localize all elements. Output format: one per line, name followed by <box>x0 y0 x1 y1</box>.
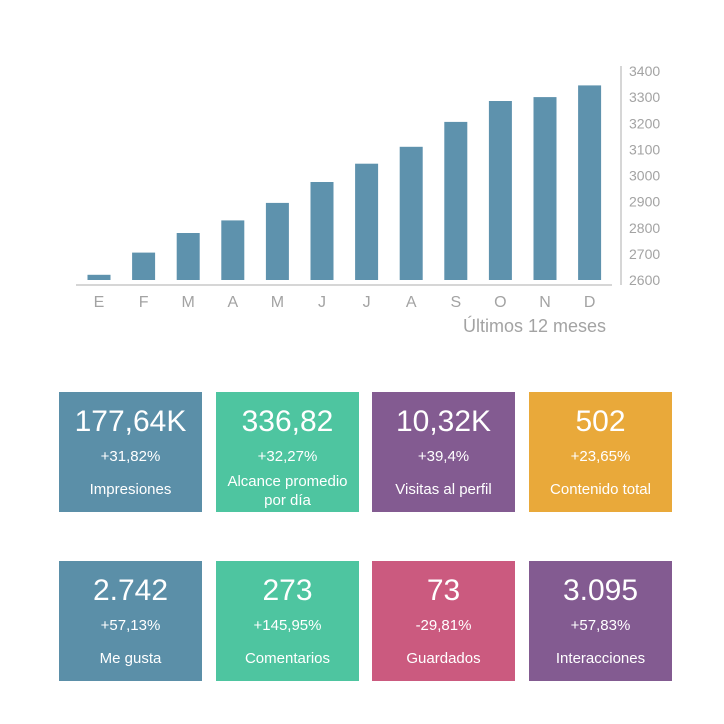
x-tick-label: M <box>271 294 284 311</box>
bars-group <box>87 85 602 281</box>
x-tick-label: F <box>139 294 149 311</box>
bar-6 <box>355 163 379 280</box>
metric-card-me-gusta: 2.742 +57,13% Me gusta <box>59 561 202 681</box>
bar-2 <box>176 233 200 280</box>
bar-9 <box>488 101 512 280</box>
y-tick-label: 3300 <box>629 89 660 105</box>
y-tick-label: 2600 <box>629 272 660 288</box>
metric-value: 3.095 <box>562 574 639 607</box>
x-tick-label: N <box>539 294 551 311</box>
metric-change: +145,95% <box>253 617 322 634</box>
metric-card-guardados: 73 -29,81% Guardados <box>372 561 515 681</box>
bar-4 <box>265 202 289 280</box>
x-tick-label: J <box>363 294 371 311</box>
bar-8 <box>444 121 468 281</box>
x-tick-label: J <box>318 294 326 311</box>
metric-card-contenido: 502 +23,65% Contenido total <box>529 392 672 512</box>
y-tick-label: 2700 <box>629 246 660 262</box>
metric-value: 2.742 <box>92 574 169 607</box>
metric-label: Impresiones <box>89 481 172 498</box>
metric-change: +57,83% <box>570 617 631 634</box>
bar-10 <box>533 97 557 280</box>
y-tick-label: 2800 <box>629 220 660 236</box>
x-axis-title: Últimos 12 meses <box>463 315 606 336</box>
bar-11 <box>578 85 602 281</box>
bar-5 <box>310 182 334 280</box>
metric-change: -29,81% <box>415 617 472 634</box>
metric-card-impresiones: 177,64K +31,82% Impresiones <box>59 392 202 512</box>
metric-label: Visitas al perfil <box>395 481 492 498</box>
x-tick-label: A <box>406 294 417 311</box>
metric-change: +32,27% <box>257 448 318 465</box>
x-tick-label: D <box>584 294 596 311</box>
metric-change: +57,13% <box>100 617 161 634</box>
x-tick-label: E <box>94 294 105 311</box>
metric-label: Interacciones <box>555 650 646 667</box>
metric-label: Alcance promedio por día <box>227 473 348 509</box>
metric-card-alcance: 336,82 +32,27% Alcance promedio por día <box>216 392 359 512</box>
y-tick-label: 3100 <box>629 141 660 157</box>
x-tick-label: S <box>450 294 461 311</box>
metric-card-comentarios: 273 +145,95% Comentarios <box>216 561 359 681</box>
metric-value: 73 <box>426 574 461 607</box>
metric-change: +31,82% <box>100 448 161 465</box>
bar-1 <box>132 252 156 280</box>
bar-7 <box>399 146 423 280</box>
metric-change: +23,65% <box>570 448 631 465</box>
metric-label: Comentarios <box>244 650 331 667</box>
bar-3 <box>221 220 245 280</box>
metric-card-interacciones: 3.095 +57,83% Interacciones <box>529 561 672 681</box>
y-tick-label: 3400 <box>629 63 660 79</box>
y-tick-label: 3200 <box>629 115 660 131</box>
metric-value: 10,32K <box>395 405 492 438</box>
metric-change: +39,4% <box>417 448 470 465</box>
metric-label: Guardados <box>406 650 481 667</box>
metric-card-visitas: 10,32K +39,4% Visitas al perfil <box>372 392 515 512</box>
y-tick-labels: 2600 2700 2800 2900 3000 3100 3200 3300 3400 <box>629 63 660 288</box>
x-tick-label: M <box>182 294 195 311</box>
x-tick-label: O <box>494 294 506 311</box>
metric-value: 273 <box>262 574 313 607</box>
bar-0 <box>87 274 111 280</box>
metric-value: 502 <box>575 405 626 438</box>
monthly-bar-chart: E F M A M J J A S O N D 2600 2700 2800 2900 3000 3100 320… <box>76 63 660 336</box>
metric-value: 177,64K <box>74 405 187 438</box>
metric-label: Me gusta <box>99 650 162 667</box>
x-tick-label: A <box>227 294 238 311</box>
metric-label: Contenido total <box>550 481 651 498</box>
y-tick-label: 2900 <box>629 194 660 210</box>
metric-value: 336,82 <box>241 405 334 438</box>
y-tick-label: 3000 <box>629 168 660 184</box>
